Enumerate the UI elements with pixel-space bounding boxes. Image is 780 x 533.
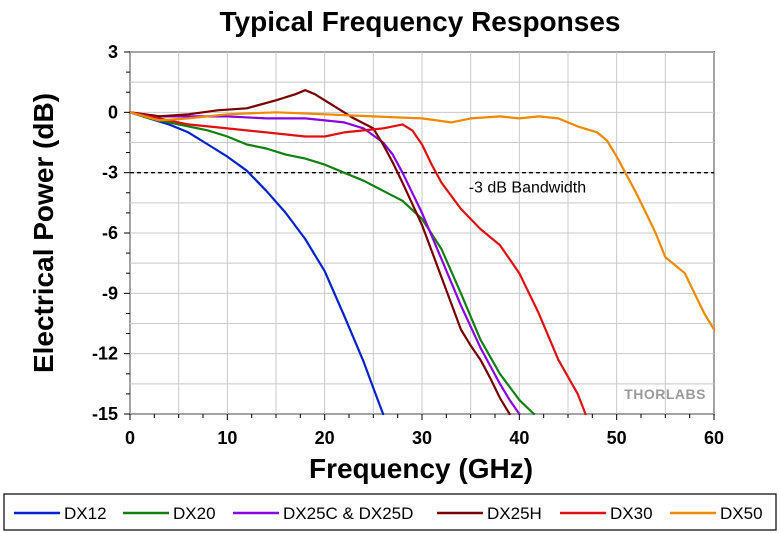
y-axis-title: Electrical Power (dB) bbox=[28, 93, 59, 373]
x-axis-title: Frequency (GHz) bbox=[309, 453, 533, 484]
x-tick-label: 0 bbox=[125, 428, 135, 448]
y-tick-label: -9 bbox=[102, 283, 118, 303]
reference-line-group: -3 dB Bandwidth bbox=[130, 172, 714, 197]
legend-label: DX30 bbox=[610, 504, 653, 523]
x-tick-label: 60 bbox=[704, 428, 724, 448]
series-lines bbox=[128, 89, 716, 416]
bandwidth-annotation: -3 dB Bandwidth bbox=[469, 180, 586, 197]
axis-ticks bbox=[124, 51, 715, 420]
x-tick-label: 30 bbox=[412, 428, 432, 448]
y-tick-label: -3 bbox=[102, 163, 118, 183]
legend-label: DX12 bbox=[64, 504, 107, 523]
y-tick-label: -15 bbox=[92, 404, 118, 424]
y-tick-label: 3 bbox=[108, 42, 118, 62]
legend-label: DX25H bbox=[487, 504, 542, 523]
series-line-dx50 bbox=[128, 111, 716, 331]
y-tick-label: 0 bbox=[108, 102, 118, 122]
x-tick-label: 40 bbox=[509, 428, 529, 448]
x-tick-label: 20 bbox=[315, 428, 335, 448]
y-tick-label: -6 bbox=[102, 223, 118, 243]
series-line-dx12 bbox=[128, 111, 385, 416]
legend-label: DX25C & DX25D bbox=[283, 504, 413, 523]
thorlabs-watermark: THORLABS bbox=[624, 386, 706, 402]
legend-label: DX50 bbox=[720, 504, 763, 523]
y-tick-label: -12 bbox=[92, 344, 118, 364]
series-line-dx25h bbox=[128, 89, 511, 416]
x-tick-label: 50 bbox=[607, 428, 627, 448]
series-line-dx30 bbox=[128, 111, 587, 416]
legend-label: DX20 bbox=[173, 504, 216, 523]
chart-title: Typical Frequency Responses bbox=[220, 6, 621, 37]
x-tick-label: 10 bbox=[217, 428, 237, 448]
legend-items: DX12 DX20 DX25C & DX25D DX25H DX30 DX50 bbox=[14, 504, 763, 523]
series-line-dx20 bbox=[128, 111, 536, 416]
